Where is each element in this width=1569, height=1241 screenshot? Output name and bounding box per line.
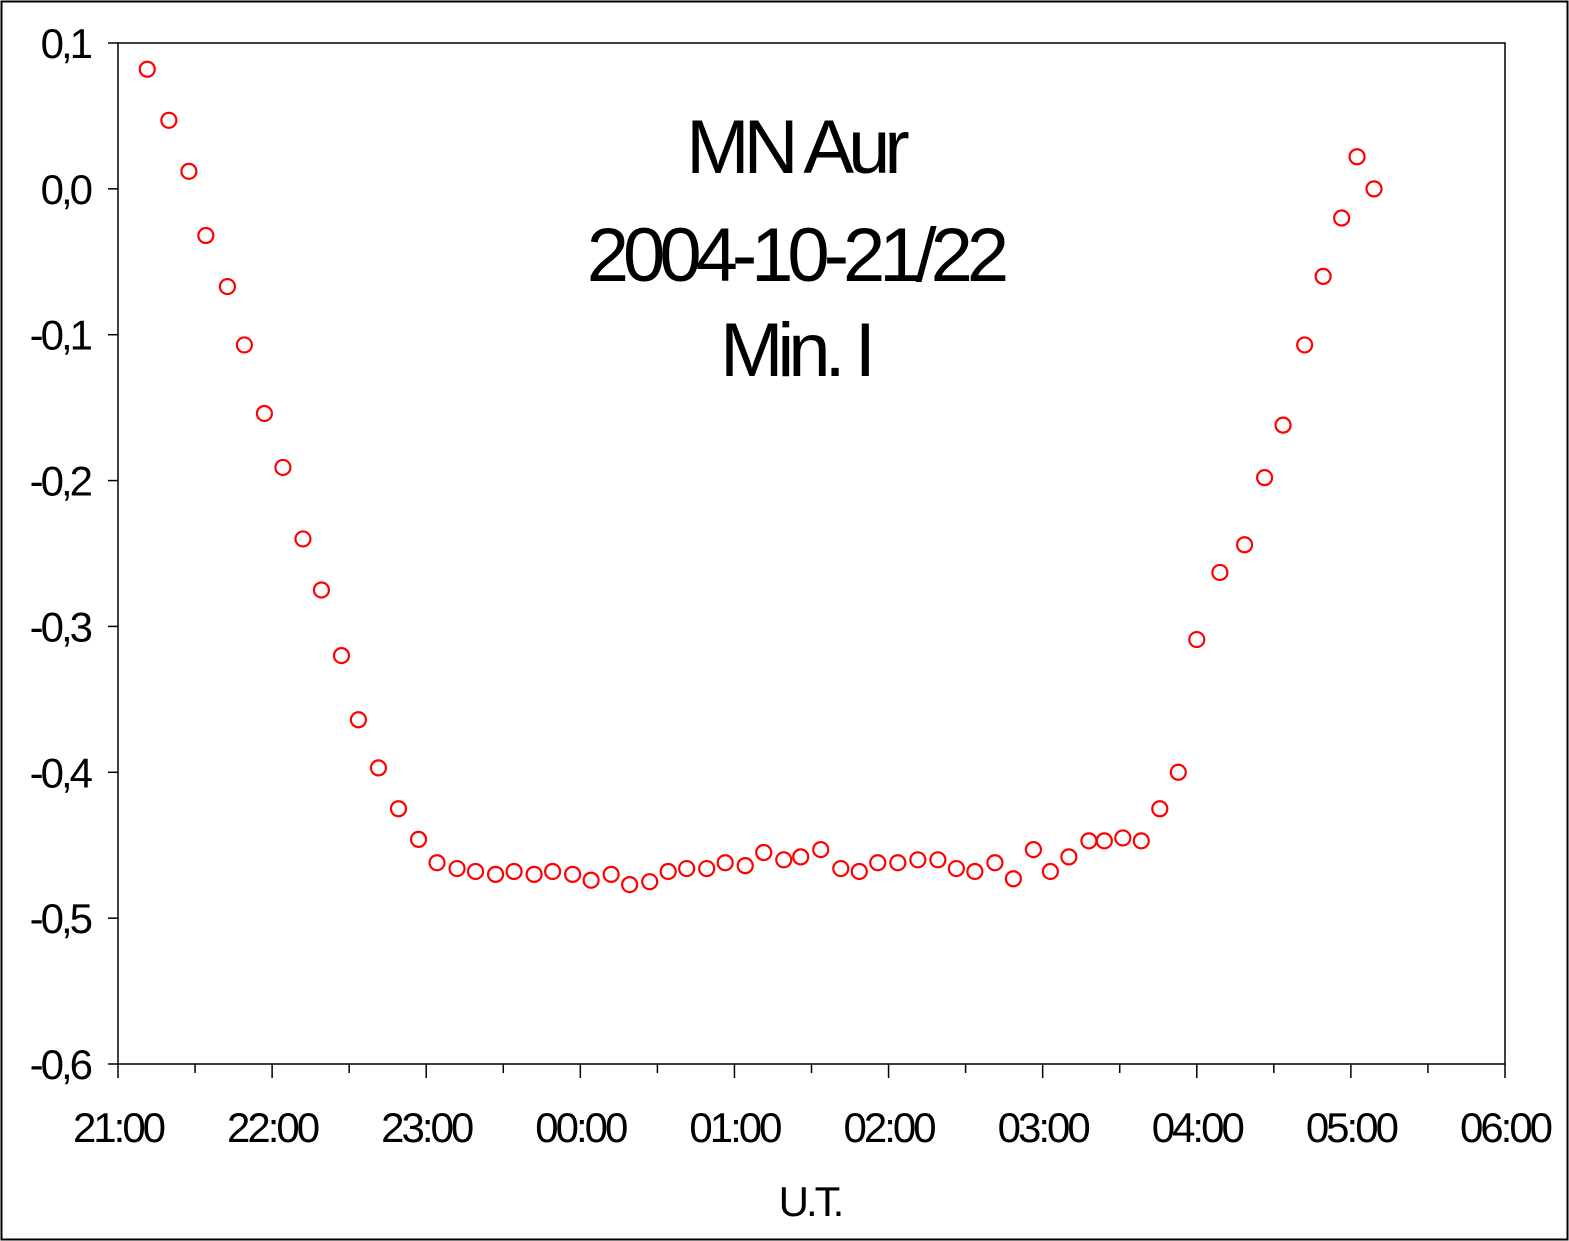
data-point — [1114, 829, 1132, 847]
x-tick-label: 23:00 — [381, 1104, 473, 1151]
data-point — [966, 862, 984, 881]
data-point — [1004, 870, 1022, 888]
data-point — [505, 862, 523, 881]
y-tick-label: 0,1 — [41, 20, 92, 67]
y-tick-label: -0,5 — [30, 895, 92, 942]
data-point — [180, 162, 198, 180]
x-tick-label: 06:00 — [1460, 1104, 1552, 1151]
data-point — [160, 111, 178, 129]
data-point — [274, 458, 292, 477]
data-point — [1151, 800, 1169, 818]
data-point — [602, 865, 620, 883]
y-tick-label: -0,6 — [30, 1041, 92, 1088]
data-point — [255, 404, 274, 423]
data-point — [909, 851, 927, 869]
data-point — [869, 854, 887, 872]
x-tick-label: 03:00 — [998, 1104, 1090, 1151]
data-point — [197, 226, 215, 245]
title-line-1: MN Aur — [686, 105, 909, 190]
data-point — [448, 859, 466, 878]
data-point — [775, 851, 793, 869]
data-point — [678, 859, 696, 878]
y-tick-label: -0,2 — [30, 458, 92, 505]
data-point — [389, 800, 408, 818]
data-point — [1095, 832, 1113, 850]
data-points — [138, 60, 1383, 894]
data-point — [698, 859, 716, 878]
title-line-3: Min. I — [720, 308, 870, 393]
data-point — [1169, 763, 1187, 781]
data-point — [369, 759, 388, 777]
data-point — [621, 875, 639, 894]
data-point — [755, 843, 773, 862]
data-point — [332, 646, 351, 665]
data-point — [1333, 209, 1351, 227]
data-point — [812, 840, 830, 859]
data-point — [1060, 848, 1078, 866]
y-tick-label: -0,1 — [30, 312, 92, 359]
data-point — [947, 859, 965, 878]
data-point — [736, 857, 754, 875]
data-point — [1365, 180, 1383, 198]
x-axis-title: U.T. — [779, 1178, 842, 1225]
data-point — [929, 851, 947, 869]
x-tick-label: 22:00 — [227, 1104, 319, 1151]
data-point — [312, 581, 331, 599]
x-axis: 21:00 22:00 23:00 00:00 01:00 02:00 03:00 04:00… — [73, 1064, 1555, 1151]
x-tick-label: 05:00 — [1306, 1104, 1398, 1151]
data-point — [641, 873, 659, 891]
data-point — [716, 854, 734, 872]
data-point — [582, 871, 600, 889]
data-point — [1255, 469, 1274, 487]
data-point — [1188, 630, 1206, 649]
data-point — [409, 830, 428, 848]
y-tick-label: -0,3 — [30, 603, 92, 650]
x-tick-label: 02:00 — [844, 1104, 936, 1151]
data-point — [428, 854, 446, 872]
data-point — [1132, 832, 1150, 850]
data-point — [1274, 416, 1292, 434]
data-point — [218, 277, 237, 296]
x-tick-label: 00:00 — [535, 1104, 627, 1151]
data-point — [889, 854, 907, 872]
y-tick-label: 0,0 — [41, 166, 92, 213]
data-point — [466, 862, 485, 881]
data-point — [486, 865, 505, 883]
data-point — [525, 865, 543, 883]
data-point — [850, 862, 868, 881]
data-point — [564, 865, 582, 883]
x-tick-label: 01:00 — [689, 1104, 781, 1151]
data-point — [235, 336, 253, 354]
y-tick-label: -0,4 — [30, 749, 93, 796]
chart-title: MN Aur 2004-10-21/22 Min. I — [587, 105, 1012, 393]
data-point — [986, 854, 1004, 872]
data-point — [659, 862, 677, 881]
data-point — [1235, 536, 1254, 554]
data-point — [1024, 840, 1043, 859]
title-line-2: 2004-10-21/22 — [587, 213, 1006, 298]
data-point — [1314, 267, 1332, 285]
data-point — [1296, 336, 1314, 354]
data-point — [294, 530, 312, 548]
x-tick-label: 04:00 — [1152, 1104, 1244, 1151]
y-axis: 0,1 0,0 -0,1 -0,2 -0,3 -0,4 -0,5 -0,6 — [30, 20, 118, 1088]
data-point — [1041, 862, 1059, 881]
data-point — [543, 862, 562, 881]
x-tick-label: 21:00 — [73, 1104, 165, 1151]
data-point — [349, 711, 368, 729]
data-point — [832, 859, 850, 878]
data-point — [792, 848, 810, 866]
data-point — [1348, 148, 1366, 166]
data-point — [138, 60, 156, 78]
data-point — [1211, 563, 1229, 582]
